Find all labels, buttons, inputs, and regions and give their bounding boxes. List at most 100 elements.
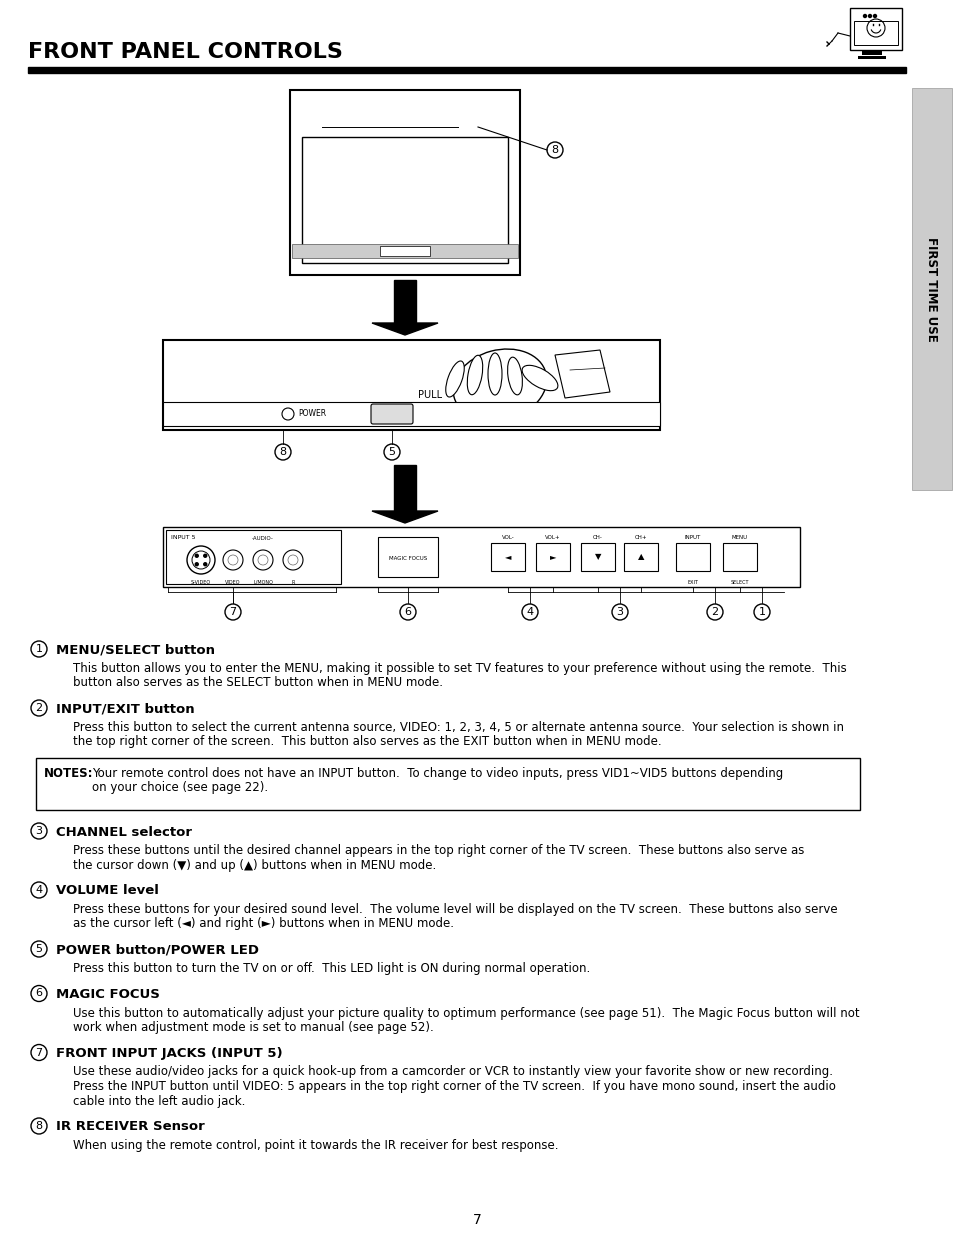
Text: Press this button to select the current antenna source, VIDEO: 1, 2, 3, 4, 5 or : Press this button to select the current …	[73, 721, 843, 734]
Text: 6: 6	[35, 988, 43, 999]
Text: INPUT 5: INPUT 5	[171, 535, 195, 540]
Text: as the cursor left (◄) and right (►) buttons when in MENU mode.: as the cursor left (◄) and right (►) but…	[73, 918, 454, 930]
Ellipse shape	[507, 357, 522, 395]
Text: 1: 1	[35, 643, 43, 655]
Circle shape	[204, 563, 207, 566]
Text: 8: 8	[35, 1121, 43, 1131]
Text: Press these buttons for your desired sound level.  The volume level will be disp: Press these buttons for your desired sou…	[73, 903, 837, 916]
Bar	[722, 543, 757, 571]
Text: button also serves as the SELECT button when in MENU mode.: button also serves as the SELECT button …	[73, 677, 442, 689]
Text: Press this button to turn the TV on or off.  This LED light is ON during normal : Press this button to turn the TV on or o…	[73, 962, 590, 974]
Text: the top right corner of the screen.  This button also serves as the EXIT button : the top right corner of the screen. This…	[73, 736, 661, 748]
Text: 7: 7	[230, 606, 236, 618]
Text: MENU: MENU	[731, 535, 747, 540]
Polygon shape	[372, 324, 437, 335]
Ellipse shape	[467, 356, 482, 395]
Text: 6: 6	[404, 606, 411, 618]
Bar	[862, 51, 882, 56]
Text: the cursor down (▼) and up (▲) buttons when in MENU mode.: the cursor down (▼) and up (▲) buttons w…	[73, 858, 436, 872]
Text: ◄: ◄	[504, 552, 511, 562]
FancyBboxPatch shape	[377, 537, 437, 577]
Text: VOLUME level: VOLUME level	[56, 884, 159, 898]
Text: FRONT PANEL CONTROLS: FRONT PANEL CONTROLS	[28, 42, 342, 62]
Text: NOTES:: NOTES:	[44, 767, 93, 781]
Bar	[676, 543, 709, 571]
Bar	[28, 67, 905, 73]
Text: cable into the left audio jack.: cable into the left audio jack.	[73, 1094, 245, 1108]
Text: -AUDIO-: -AUDIO-	[252, 536, 274, 541]
Text: CH-: CH-	[593, 535, 602, 540]
Bar	[491, 543, 524, 571]
FancyBboxPatch shape	[290, 90, 519, 275]
Text: Use these audio/video jacks for a quick hook-up from a camcorder or VCR to insta: Use these audio/video jacks for a quick …	[73, 1066, 832, 1078]
Text: When using the remote control, point it towards the IR receiver for best respons: When using the remote control, point it …	[73, 1139, 558, 1152]
Text: MAGIC FOCUS: MAGIC FOCUS	[56, 988, 160, 1002]
Polygon shape	[372, 511, 437, 522]
Text: work when adjustment mode is set to manual (see page 52).: work when adjustment mode is set to manu…	[73, 1021, 434, 1034]
Text: SELECT: SELECT	[730, 580, 748, 585]
Text: R: R	[291, 580, 294, 585]
Text: CH+: CH+	[634, 535, 647, 540]
FancyBboxPatch shape	[371, 404, 413, 424]
Bar	[166, 530, 340, 584]
Text: MENU/SELECT button: MENU/SELECT button	[56, 643, 214, 657]
Bar	[394, 280, 416, 324]
Text: 2: 2	[711, 606, 718, 618]
Text: MAGIC FOCUS: MAGIC FOCUS	[389, 557, 427, 562]
Text: INPUT: INPUT	[684, 535, 700, 540]
Circle shape	[862, 15, 865, 17]
Text: FIRST TIME USE: FIRST TIME USE	[924, 237, 938, 341]
Text: VIDEO: VIDEO	[225, 580, 240, 585]
Text: 3: 3	[35, 826, 43, 836]
Text: 5: 5	[35, 944, 43, 953]
Text: 3: 3	[616, 606, 623, 618]
Circle shape	[867, 15, 871, 17]
Ellipse shape	[521, 366, 558, 390]
Text: PULL: PULL	[417, 390, 441, 400]
Text: 7: 7	[35, 1047, 43, 1057]
Text: 2: 2	[35, 703, 43, 713]
Text: 5: 5	[388, 447, 395, 457]
Bar	[163, 340, 659, 430]
Text: INPUT/EXIT button: INPUT/EXIT button	[56, 703, 194, 715]
Text: POWER: POWER	[297, 410, 326, 419]
Circle shape	[204, 555, 207, 557]
Bar	[36, 758, 859, 810]
Text: VOL-: VOL-	[501, 535, 514, 540]
Bar	[911, 88, 951, 490]
Circle shape	[873, 15, 876, 17]
Bar	[536, 543, 569, 571]
Text: Use this button to automatically adjust your picture quality to optimum performa: Use this button to automatically adjust …	[73, 1007, 859, 1020]
Bar	[394, 466, 416, 511]
FancyBboxPatch shape	[302, 137, 507, 263]
Text: IR RECEIVER Sensor: IR RECEIVER Sensor	[56, 1120, 205, 1134]
Text: Press these buttons until the desired channel appears in the top right corner of: Press these buttons until the desired ch…	[73, 844, 803, 857]
Text: POWER button/POWER LED: POWER button/POWER LED	[56, 944, 258, 956]
Circle shape	[195, 563, 198, 566]
Text: CHANNEL selector: CHANNEL selector	[56, 825, 192, 839]
Text: EXIT: EXIT	[687, 580, 698, 585]
Bar	[857, 56, 885, 59]
Text: S-VIDEO: S-VIDEO	[191, 580, 211, 585]
FancyBboxPatch shape	[849, 7, 901, 49]
Bar	[163, 527, 800, 587]
Text: 7: 7	[472, 1213, 481, 1228]
Bar	[623, 543, 658, 571]
Text: ▲: ▲	[638, 552, 643, 562]
Bar	[292, 245, 517, 258]
Bar	[163, 403, 659, 426]
FancyBboxPatch shape	[853, 21, 897, 44]
Text: This button allows you to enter the MENU, making it possible to set TV features : This button allows you to enter the MENU…	[73, 662, 846, 676]
Text: on your choice (see page 22).: on your choice (see page 22).	[91, 782, 268, 794]
Text: 8: 8	[551, 144, 558, 156]
Bar	[580, 543, 615, 571]
Ellipse shape	[445, 361, 464, 396]
Text: L/MONO: L/MONO	[253, 580, 273, 585]
Text: 8: 8	[279, 447, 286, 457]
Polygon shape	[555, 350, 609, 398]
Bar	[379, 246, 430, 256]
Text: 1: 1	[758, 606, 764, 618]
Ellipse shape	[488, 353, 501, 395]
Ellipse shape	[453, 350, 546, 421]
Text: ▼: ▼	[594, 552, 600, 562]
